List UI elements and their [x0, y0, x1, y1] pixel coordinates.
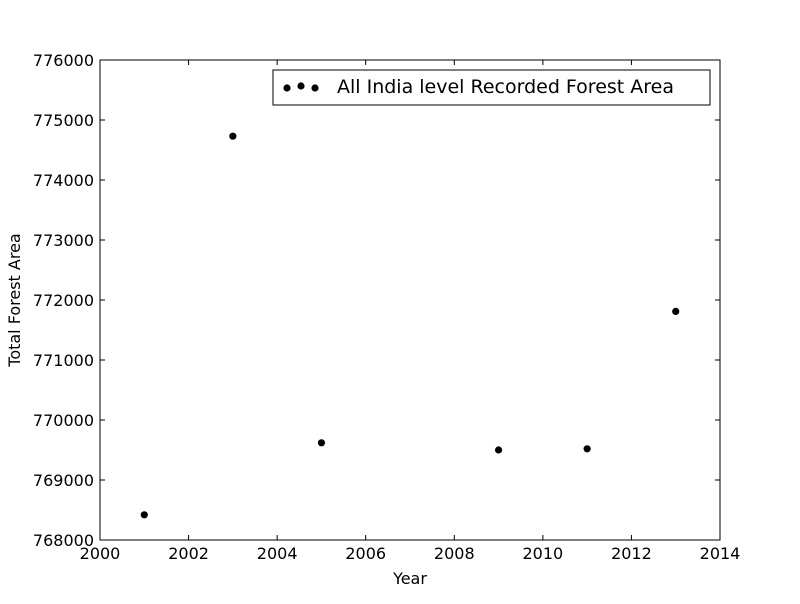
data-point — [583, 445, 591, 453]
x-tick-label: 2012 — [611, 544, 652, 563]
x-axis-ticks: 2000 2002 2004 2006 2008 2010 2012 2014 — [80, 60, 741, 563]
data-point — [672, 307, 680, 315]
data-point — [229, 132, 237, 140]
legend-label: All India level Recorded Forest Area — [337, 76, 674, 98]
y-axis-ticks: 768000 769000 770000 771000 772000 773000 7740… — [33, 51, 720, 550]
legend-marker-dot — [297, 82, 305, 90]
legend-marker-dot — [311, 84, 319, 92]
x-tick-label: 2006 — [345, 544, 386, 563]
y-tick-label: 776000 — [33, 51, 94, 70]
y-axis-label: Total Forest Area — [5, 233, 24, 367]
y-tick-label: 769000 — [33, 471, 94, 490]
data-point — [494, 446, 503, 454]
y-tick-label: 768000 — [33, 531, 94, 550]
x-tick-label: 2002 — [168, 544, 209, 563]
data-points — [140, 132, 680, 519]
data-point — [317, 439, 326, 447]
y-tick-label: 771000 — [33, 351, 94, 370]
legend-box — [272, 69, 711, 106]
plot-frame — [99, 59, 721, 541]
y-tick-label: 773000 — [33, 231, 94, 250]
legend-marker — [283, 82, 319, 92]
y-tick-label: 774000 — [33, 171, 94, 190]
x-tick-label: 2008 — [434, 544, 475, 563]
y-tick-label: 775000 — [33, 111, 94, 130]
x-axis-label: Year — [392, 569, 427, 588]
x-tick-label: 2000 — [80, 544, 121, 563]
x-tick-label: 2004 — [257, 544, 298, 563]
legend-marker-dot — [283, 84, 291, 92]
data-point — [140, 511, 148, 519]
y-tick-label: 770000 — [33, 411, 94, 430]
y-tick-label: 772000 — [33, 291, 94, 310]
x-tick-label: 2010 — [522, 544, 563, 563]
legend: All India level Recorded Forest Area — [272, 69, 711, 106]
x-tick-label: 2014 — [700, 544, 741, 563]
